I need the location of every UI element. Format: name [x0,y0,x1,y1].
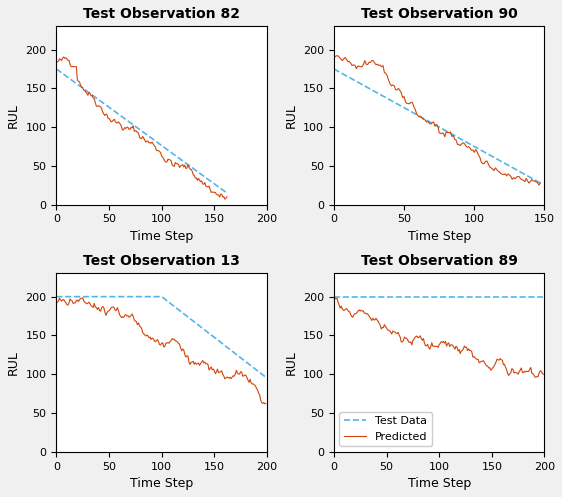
Test Data [211,181,217,187]
Test Data [244,360,251,366]
Line: Predicted: Predicted [334,297,543,377]
Line: Predicted: Predicted [56,298,266,404]
Predicted [224,194,230,200]
Predicted [246,379,252,385]
Legend: Test Data, Predicted: Test Data, Predicted [339,412,432,446]
Line: Test Data: Test Data [334,69,540,183]
Test Data [252,366,259,372]
Predicted [212,189,219,195]
Predicted [261,401,268,407]
X-axis label: Time Step: Time Step [407,477,471,490]
Test Data [369,294,376,300]
Test Data [529,294,536,300]
Title: Test Observation 13: Test Observation 13 [83,254,240,268]
Predicted [369,315,376,321]
Predicted [330,294,337,300]
Predicted [330,54,337,60]
Predicted [536,182,542,188]
Predicted [346,59,353,65]
Test Data [200,172,206,178]
Predicted [201,181,207,187]
Line: Predicted: Predicted [56,57,227,199]
Test Data [537,180,543,186]
Title: Test Observation 89: Test Observation 89 [361,254,518,268]
Predicted [339,306,346,312]
Predicted [221,196,228,202]
Predicted [386,328,393,334]
Predicted [131,128,138,134]
Line: Test Data: Test Data [56,69,227,193]
Predicted [188,166,194,172]
Test Data [109,294,116,300]
Test Data [522,294,529,300]
Predicted [537,180,543,186]
Test Data [540,294,547,300]
Test Data [370,87,377,93]
Y-axis label: RUL: RUL [284,103,297,128]
Predicted [430,119,437,125]
Predicted [53,58,60,64]
Predicted [540,371,547,377]
X-axis label: Time Step: Time Step [130,230,193,243]
Predicted [333,53,340,59]
Test Data [66,294,72,300]
Test Data [262,374,269,380]
Title: Test Observation 82: Test Observation 82 [83,7,240,21]
Line: Test Data: Test Data [56,297,266,377]
Predicted [529,371,536,377]
Test Data [457,136,464,142]
Predicted [60,54,67,60]
Predicted [178,163,185,168]
Predicted [93,305,99,311]
Predicted [434,123,441,129]
Predicted [253,385,260,391]
Predicted [262,401,269,407]
Test Data [330,294,337,300]
Test Data [343,294,350,300]
Predicted [343,306,350,312]
Test Data [221,188,228,194]
Predicted [53,299,60,305]
X-axis label: Time Step: Time Step [407,230,471,243]
Test Data [339,294,346,300]
Test Data [433,123,439,129]
Y-axis label: RUL: RUL [7,350,20,375]
Y-axis label: RUL: RUL [284,350,297,375]
Test Data [345,74,351,80]
Test Data [61,294,68,300]
Predicted [61,298,68,304]
Predicted [110,304,116,310]
Predicted [458,141,465,147]
Predicted [371,60,378,66]
Test Data [224,190,230,196]
Test Data [477,147,483,153]
Predicted [101,112,108,118]
Y-axis label: RUL: RUL [7,103,20,128]
X-axis label: Time Step: Time Step [130,477,193,490]
Test Data [92,294,99,300]
Test Data [386,294,393,300]
Test Data [101,100,107,106]
Test Data [53,66,60,72]
Title: Test Observation 90: Test Observation 90 [361,7,518,21]
Test Data [429,120,436,126]
Predicted [66,300,72,306]
Predicted [533,374,540,380]
Test Data [177,157,184,163]
Predicted [79,295,86,301]
Line: Predicted: Predicted [334,56,540,185]
Test Data [53,294,60,300]
Test Data [330,66,337,72]
Predicted [478,159,484,165]
Test Data [187,163,193,169]
Predicted [522,369,529,375]
